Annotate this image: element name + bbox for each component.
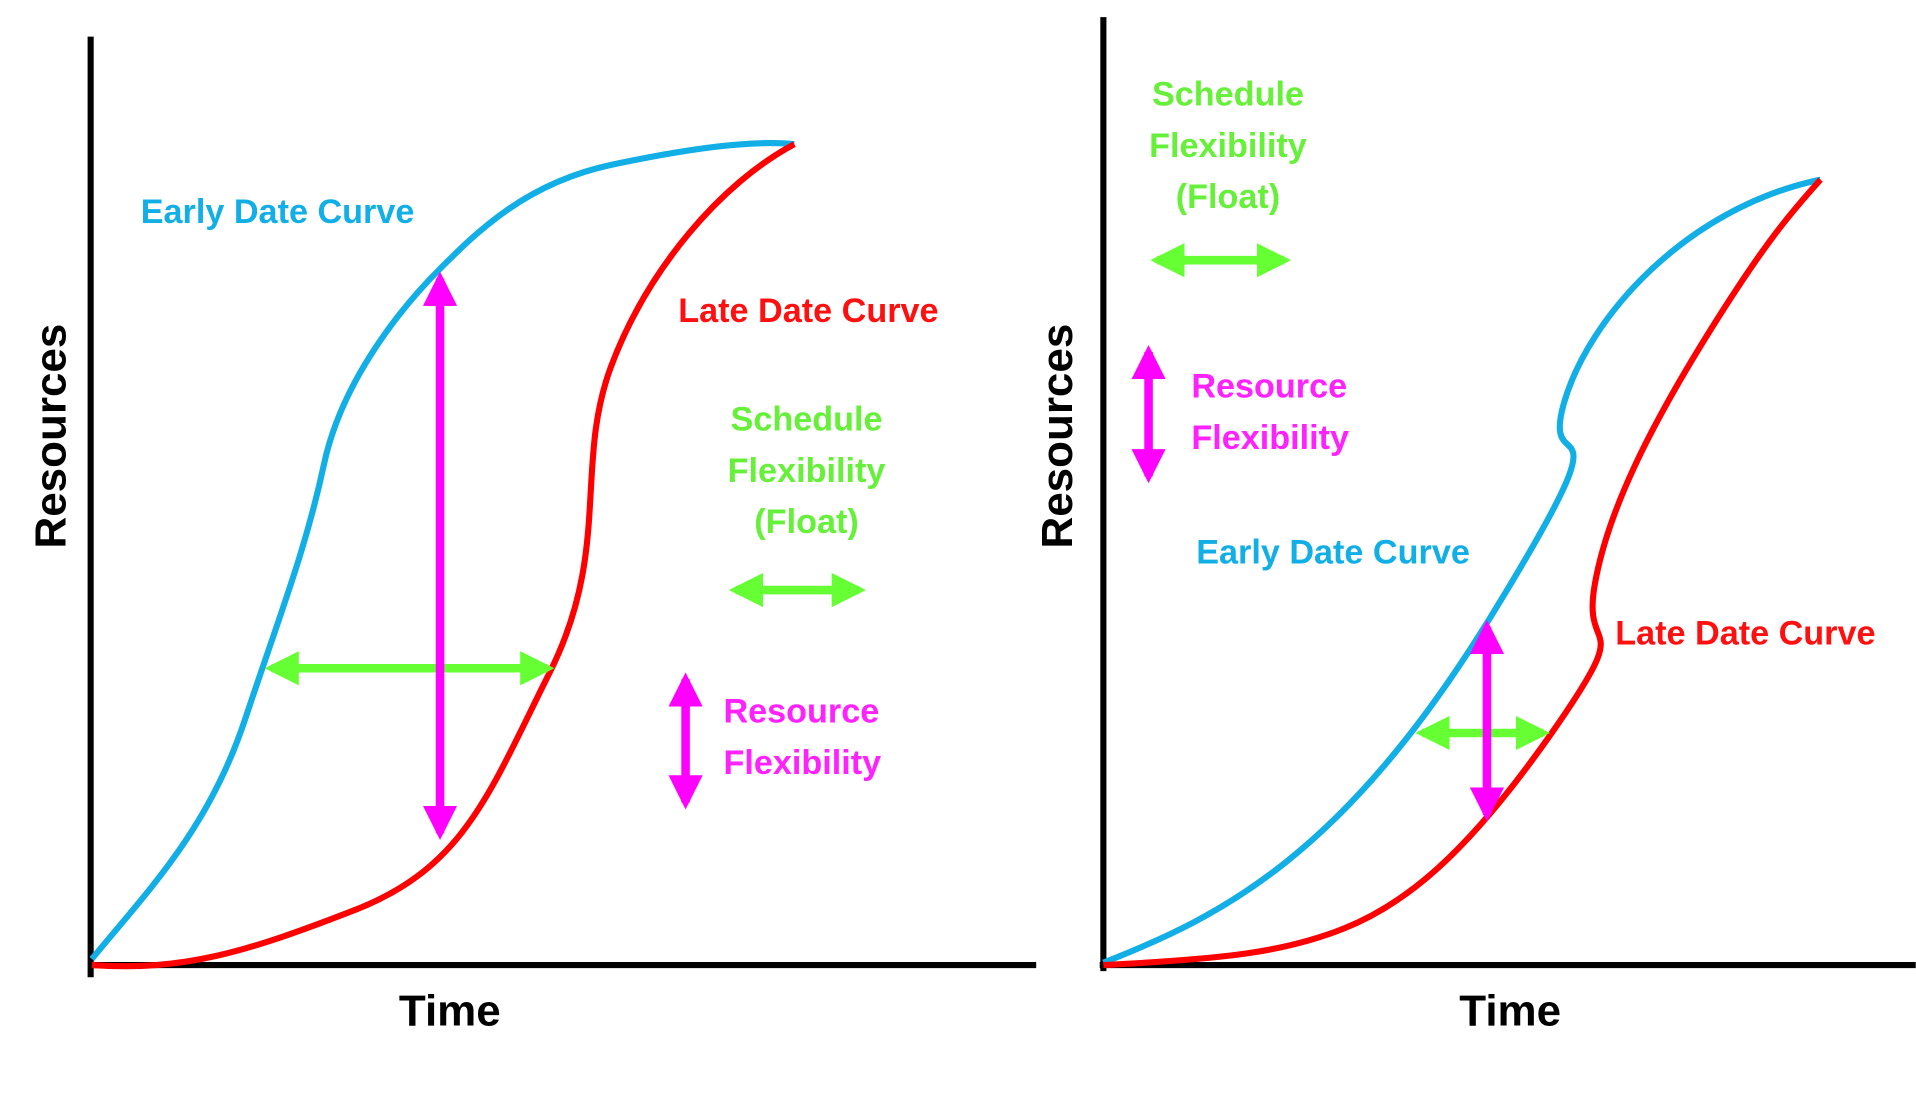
resource-label: Flexibility <box>1191 419 1349 457</box>
resource-label: Resource <box>1191 368 1347 406</box>
schedule-label: Schedule <box>731 400 883 438</box>
early-label: Early Date Curve <box>141 193 415 231</box>
left-panel: Resources Time Early Date Curve Late Dat… <box>27 36 1037 1036</box>
schedule-label: (Float) <box>754 503 858 541</box>
schedule-label: Flexibility <box>728 452 886 490</box>
late-curve <box>1103 177 1823 969</box>
x-label: Time <box>399 987 501 1036</box>
schedule-label: (Float) <box>1176 178 1280 216</box>
right-panel: Resources Time Early Date Curve Late Dat… <box>1033 17 1916 1036</box>
schedule-label: Flexibility <box>1149 127 1307 165</box>
schedule-label: Schedule <box>1152 76 1304 114</box>
late-label: Late Date Curve <box>1615 614 1875 652</box>
y-label: Resources <box>1033 324 1082 549</box>
y-label: Resources <box>27 324 76 549</box>
late-label: Late Date Curve <box>678 292 938 330</box>
x-label: Time <box>1459 987 1561 1036</box>
early-label: Early Date Curve <box>1196 534 1470 572</box>
early-curve <box>89 140 795 961</box>
resource-label: Resource <box>723 692 879 730</box>
early-curve <box>1102 176 1822 966</box>
resource-label: Flexibility <box>723 744 881 782</box>
